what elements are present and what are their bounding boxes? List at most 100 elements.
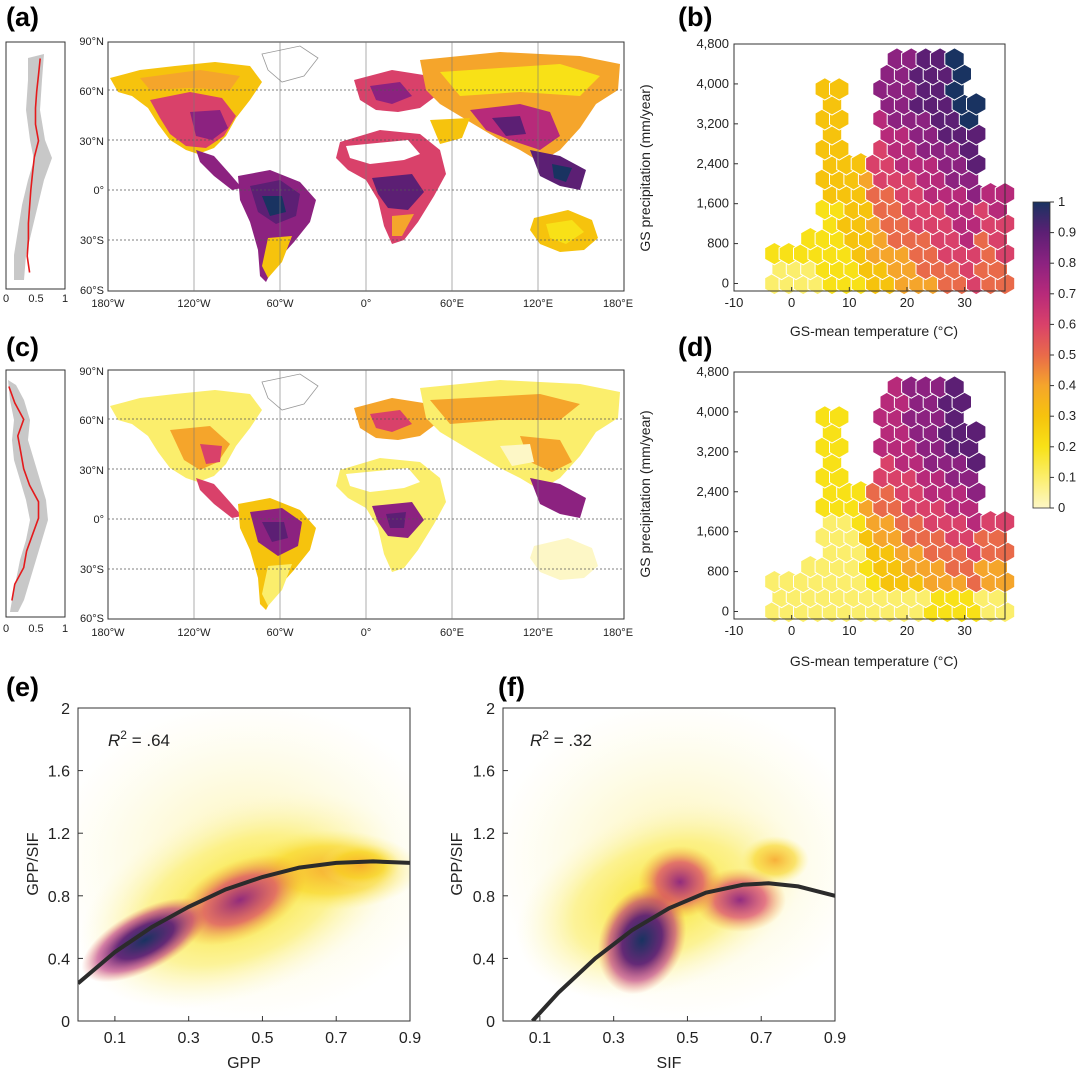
ytick-label: 3,200 (696, 444, 729, 459)
xtick-label: 0.1 (529, 1030, 551, 1047)
density-e (78, 708, 410, 1021)
xtick-label: 0.5 (251, 1030, 273, 1047)
profile-c-tick-2: 1 (62, 623, 68, 635)
map-a-lon-180w: 180°W (91, 298, 125, 310)
map-c-lon-180w: 180°W (91, 627, 125, 639)
axes-f: 0.1 0.3 0.5 0.7 0.9 0 0.4 0.8 1.2 1.6 2 (473, 701, 846, 1047)
hexbin-b (764, 47, 1016, 296)
profile-c-tick-0: 0 (3, 623, 9, 635)
panel-label-b: (b) (678, 2, 712, 32)
colorbar-tick-label: 0.7 (1058, 286, 1076, 301)
profile-a-tick-0: 0 (3, 293, 9, 305)
ytick-label: 4,000 (696, 404, 729, 419)
profile-a-tick-2: 1 (62, 293, 68, 305)
map-a-lat-0: 0° (93, 185, 104, 197)
map-c-lon-120e: 120°E (523, 627, 553, 639)
profile-a-frame (5, 41, 66, 290)
profile-a-line (26, 58, 41, 273)
ytick-label: 800 (707, 236, 729, 251)
profile-a-tick-1: 0.5 (28, 293, 43, 305)
panel-c: 0 0.5 1 (3, 366, 633, 639)
colorbar-tick-label: 0.1 (1058, 469, 1076, 484)
map-c-lat-ticks: 90°N 60°N 30°N 0° 30°S 60°S (79, 366, 104, 625)
axes-b: -10 0 10 20 30 0 800 1,600 2,400 3,200 4,000 4,800 (696, 36, 1006, 310)
ytick-label: 1.2 (473, 826, 495, 843)
map-c-lon-ticks: 180°W 120°W 60°W 0° 60°E 120°E 180°E (91, 627, 633, 639)
xtick-label: 0.3 (178, 1030, 200, 1047)
ytick-label: 2 (486, 701, 495, 718)
ytick-label: 0 (486, 1014, 495, 1031)
panel-label-d: (d) (678, 332, 712, 362)
ytick-label: 2,400 (696, 484, 729, 499)
xtick-label: 0.9 (824, 1030, 846, 1047)
colorbar-tick-label: 1 (1058, 194, 1065, 209)
hex-cell (966, 92, 987, 116)
profile-c-frame (5, 369, 66, 618)
xtick-label: 20 (900, 623, 914, 638)
map-a-lon-ticks: 180°W 120°W 60°W 0° 60°E 120°E 180°E (91, 298, 633, 310)
map-a-lon-0: 0° (361, 298, 372, 310)
profile-c-line (8, 386, 40, 601)
ytick-label: 0 (722, 276, 729, 291)
colorbar-tick-label: 0.2 (1058, 439, 1076, 454)
map-a-land (110, 45, 620, 282)
hex-cell (829, 77, 850, 101)
map-a-lat-60n: 60°N (79, 86, 104, 98)
ytick-label: 1,600 (696, 196, 729, 211)
ytick-label: 3,200 (696, 116, 729, 131)
colorbar-tick-label: 0.9 (1058, 225, 1076, 240)
map-a-lat-90n: 90°N (79, 36, 104, 48)
ytick-label: 1,600 (696, 524, 729, 539)
map-a-lat-60s: 60°S (80, 285, 104, 297)
map-c-lon-0: 0° (361, 627, 372, 639)
panel-d: -10 0 10 20 3008001,6002,4003,2004,0004,800 … (637, 364, 1016, 669)
map-a-lat-ticks: 90°N 60°N 30°N 0° 30°S 60°S (79, 36, 104, 297)
map-a-lon-120w: 120°W (177, 298, 211, 310)
map-c-lon-60e: 60°E (440, 627, 464, 639)
xtick-label: 0.3 (603, 1030, 625, 1047)
ytick-label: 4,000 (696, 76, 729, 91)
ylabel-f: GPP/SIF (449, 832, 466, 895)
map-c-lat-60n: 60°N (79, 415, 104, 427)
panel-label-f: (f) (498, 672, 525, 702)
ytick-label: 2,400 (696, 156, 729, 171)
map-a-gridlines (108, 42, 624, 291)
panel-f: 0.1 0.3 0.5 0.7 0.9 0 0.4 0.8 1.2 1.6 2 R2 = .32 S… (449, 701, 846, 1072)
map-a-lon-180e: 180°E (603, 298, 633, 310)
map-c-lat-90n: 90°N (79, 366, 104, 378)
map-c-lat-30s: 30°S (80, 564, 104, 576)
ytick-label: 4,800 (696, 36, 729, 51)
colorbar-tick-label: 0.5 (1058, 347, 1076, 362)
ytick-label: 0 (722, 604, 729, 619)
panel-b: -10 0 10 20 3008001,6002,4003,2004,0004,800 … (637, 36, 1016, 339)
colorbar-ticks: 1 0.9 0.8 0.7 0.6 0.5 0.4 0.3 0.2 0.1 0 (1050, 194, 1076, 515)
r2-value-f: .32 (568, 731, 592, 750)
xtick-label: -10 (725, 295, 744, 310)
frame-e (77, 707, 411, 1022)
frame (733, 371, 1006, 620)
panel-a: 0 0.5 1 (3, 36, 633, 310)
ytick-label: 1.6 (48, 764, 70, 781)
xtick-label: 0.1 (104, 1030, 126, 1047)
map-a-lon-60e: 60°E (440, 298, 464, 310)
map-a-lat-30s: 30°S (80, 235, 104, 247)
axes-d: -10 0 10 20 30 0 800 1,600 2,400 3,200 4,000 4,800 (696, 364, 1006, 638)
colorbar: 1 0.9 0.8 0.7 0.6 0.5 0.4 0.3 0.2 0.1 0 (1032, 194, 1076, 515)
colorbar-gradient (1032, 201, 1051, 509)
colorbar-tick-label: 0.4 (1058, 378, 1076, 393)
hex-cell (944, 47, 965, 71)
colorbar-tick-label: 0.3 (1058, 408, 1076, 423)
panel-label-c: (c) (6, 332, 39, 362)
map-c-lat-30n: 30°N (79, 465, 104, 477)
xtick-label: 0.5 (676, 1030, 698, 1047)
xtick-label: 0.7 (750, 1030, 772, 1047)
xtick-label: 0 (788, 623, 795, 638)
map-c-lat-0: 0° (93, 514, 104, 526)
xtick-label: 10 (842, 623, 856, 638)
ylabel-b: GS precipitation (mm/year) (637, 84, 653, 251)
ytick-label: 1.2 (48, 826, 70, 843)
profile-c-tick-1: 0.5 (28, 623, 43, 635)
frame-f (502, 707, 836, 1022)
map-c-lon-180e: 180°E (603, 627, 633, 639)
